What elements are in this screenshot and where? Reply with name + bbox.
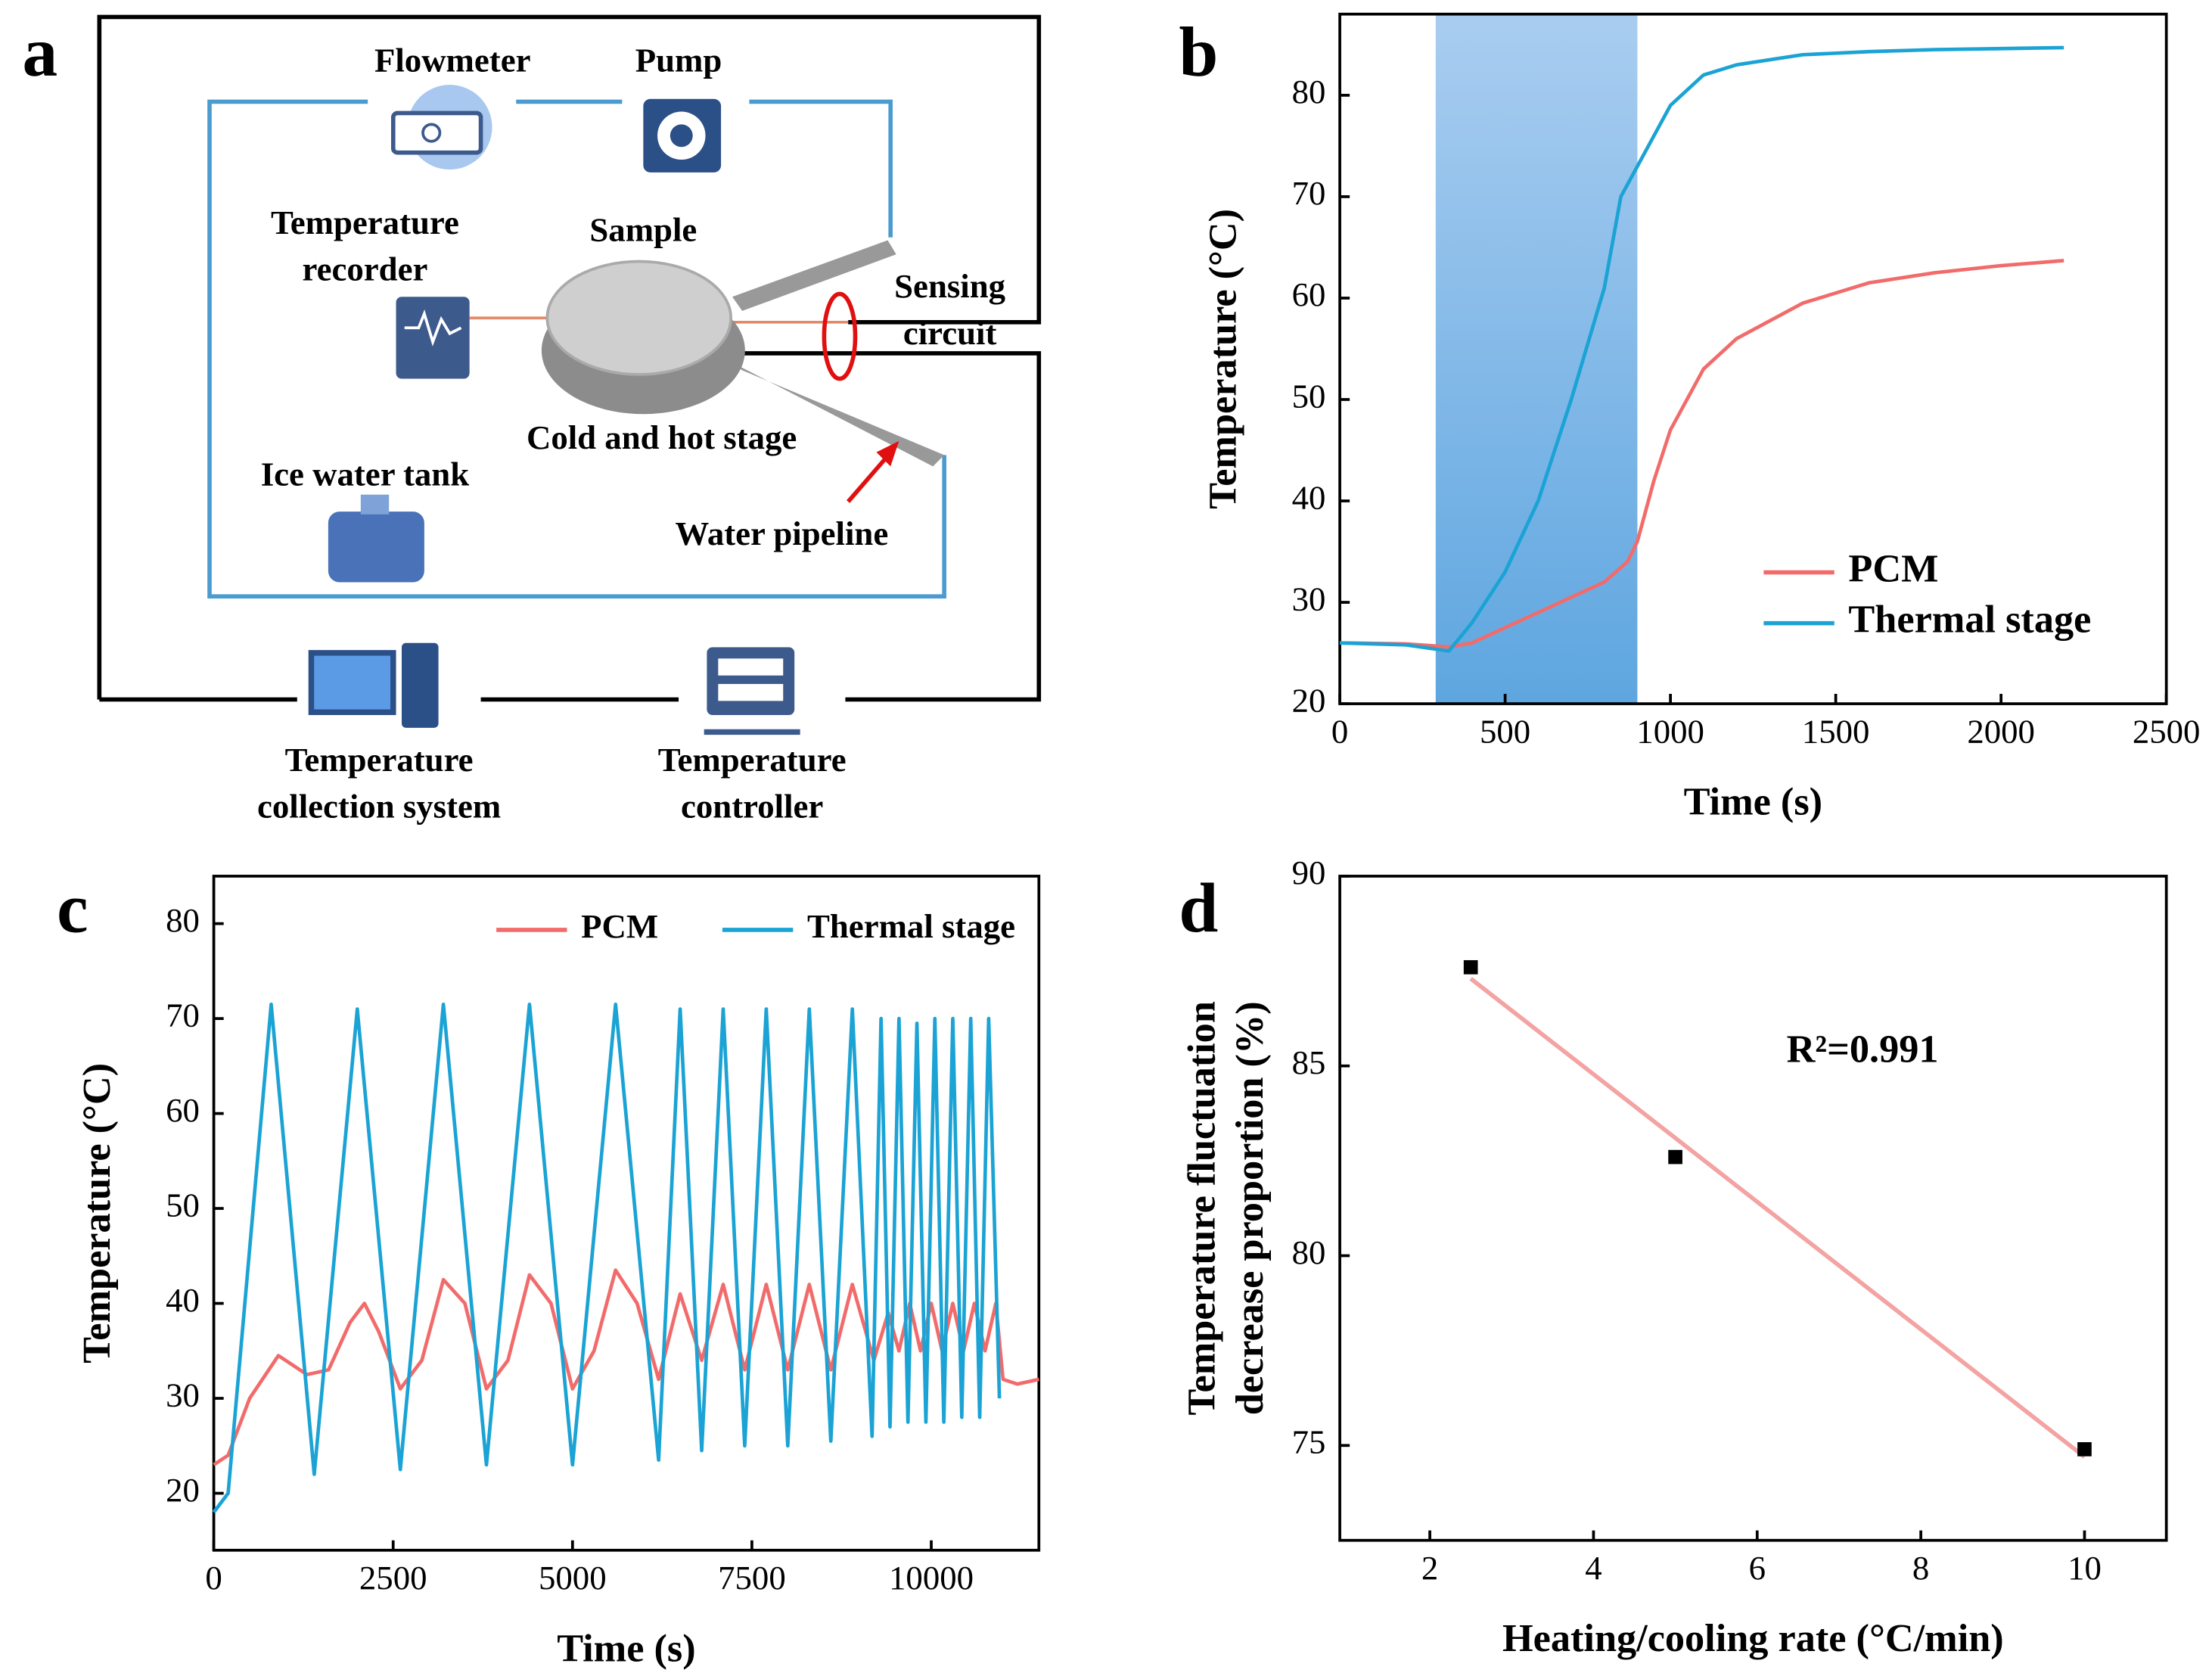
diagram-label: Pump	[635, 41, 722, 79]
x-tick-label: 2500	[359, 1559, 427, 1597]
circuit-line	[97, 14, 1042, 700]
tank-icon	[360, 494, 390, 515]
pipe	[749, 99, 893, 238]
y-tick-label: 30	[166, 1376, 200, 1413]
computer-icon	[401, 642, 439, 728]
diagram-label: controller	[681, 787, 823, 825]
plot-frame	[1338, 875, 2168, 1542]
sensing-ring	[822, 291, 858, 381]
schematic	[97, 14, 1042, 735]
x-tick-label: 1500	[1802, 712, 1870, 750]
series-line	[212, 1002, 1002, 1514]
y-tick-label: 40	[1292, 478, 1326, 516]
y-axis-label: Temperature fluctuation	[1180, 1001, 1224, 1415]
pump-icon	[670, 124, 693, 148]
diagram-label: Temperature	[658, 741, 847, 779]
x-tick-label: 0	[205, 1559, 222, 1597]
y-tick-label: 20	[166, 1471, 200, 1509]
sample-icon	[545, 260, 733, 376]
pipe-arm	[728, 360, 945, 467]
controller-icon	[707, 647, 795, 716]
computer-icon	[308, 650, 396, 716]
y-tick-label: 70	[166, 996, 200, 1034]
series-line	[1340, 259, 2064, 649]
y-tick-label: 30	[1292, 580, 1326, 617]
plot-frame	[212, 875, 1041, 1552]
x-tick-label: 2500	[2133, 712, 2201, 750]
diagram-label: circuit	[903, 314, 997, 352]
pipe	[207, 99, 946, 599]
diagram-label: Sample	[589, 210, 697, 248]
y-tick-label: 80	[1292, 1233, 1326, 1271]
x-tick-label: 6	[1749, 1549, 1766, 1587]
y-axis-label: Temperature (°C)	[75, 1063, 119, 1363]
series-line	[213, 1268, 1039, 1466]
diagram-label: Temperature	[285, 741, 474, 779]
x-tick-label: 7500	[718, 1559, 786, 1597]
y-tick-label: 80	[166, 901, 200, 939]
y-tick-label: 80	[1292, 73, 1326, 110]
controller-icon	[718, 658, 784, 676]
legend-label: Thermal stage	[1848, 598, 2091, 642]
y-tick-label: 70	[1292, 174, 1326, 212]
flowmeter-icon	[390, 110, 483, 155]
x-tick-label: 2	[1421, 1549, 1438, 1587]
series-line	[1340, 45, 2064, 653]
y-tick-label: 90	[1292, 854, 1326, 891]
fit-line	[1469, 977, 2086, 1459]
y-tick-label: 50	[166, 1186, 200, 1224]
controller-icon	[718, 683, 784, 701]
x-tick-label: 500	[1480, 712, 1530, 750]
x-axis-label: Heating/cooling rate (°C/min)	[1502, 1616, 2004, 1660]
y-axis-label: Temperature (°C)	[1201, 209, 1245, 509]
flowmeter-icon	[421, 123, 442, 143]
arrow-head	[876, 440, 899, 467]
x-tick-label: 10000	[889, 1559, 974, 1597]
panel-label: d	[1179, 870, 1218, 948]
shaded-span	[1435, 14, 1638, 704]
panel-label: b	[1179, 14, 1218, 92]
diagram-label: collection system	[257, 787, 501, 825]
x-tick-label: 4	[1585, 1549, 1602, 1587]
legend-label: PCM	[581, 907, 658, 945]
annotation: R²=0.991	[1787, 1027, 1939, 1071]
y-tick-label: 75	[1292, 1423, 1326, 1461]
y-tick-label: 40	[166, 1281, 200, 1319]
circuit-line	[721, 351, 1042, 702]
point	[1463, 959, 1478, 975]
diagram-label: Flowmeter	[374, 41, 531, 79]
panel-label: c	[57, 870, 88, 948]
point	[2077, 1441, 2092, 1457]
y-tick-label: 85	[1292, 1043, 1326, 1081]
x-tick-label: 8	[1912, 1549, 1929, 1587]
y-tick-label: 50	[1292, 377, 1326, 415]
panel-label: a	[23, 14, 58, 92]
diagram-label: recorder	[303, 250, 428, 288]
y-tick-label: 20	[1292, 681, 1326, 719]
x-tick-label: 5000	[539, 1559, 607, 1597]
diagram-label: Cold and hot stage	[527, 418, 797, 456]
plot-frame	[1338, 12, 2168, 705]
diagram-label: Water pipeline	[676, 515, 889, 552]
pipe-arm	[732, 240, 896, 311]
x-tick-label: 1000	[1636, 712, 1704, 750]
y-axis-label: decrease proportion (%)	[1228, 1001, 1272, 1415]
x-axis-label: Time (s)	[557, 1626, 695, 1670]
y-tick-label: 60	[1292, 275, 1326, 313]
x-tick-label: 2000	[1967, 712, 2035, 750]
legend-label: Thermal stage	[807, 907, 1015, 945]
legend-label: PCM	[1848, 546, 1938, 590]
recorder-icon	[404, 309, 462, 347]
point	[1668, 1149, 1682, 1164]
x-tick-label: 0	[1331, 712, 1348, 750]
tank-icon	[328, 512, 424, 583]
y-tick-label: 60	[166, 1091, 200, 1129]
diagram-label: Temperature	[271, 204, 459, 241]
diagram-label: Ice water tank	[261, 456, 470, 493]
x-tick-label: 10	[2068, 1549, 2102, 1587]
diagram-label: Sensing	[894, 267, 1005, 305]
x-axis-label: Time (s)	[1684, 780, 1822, 824]
